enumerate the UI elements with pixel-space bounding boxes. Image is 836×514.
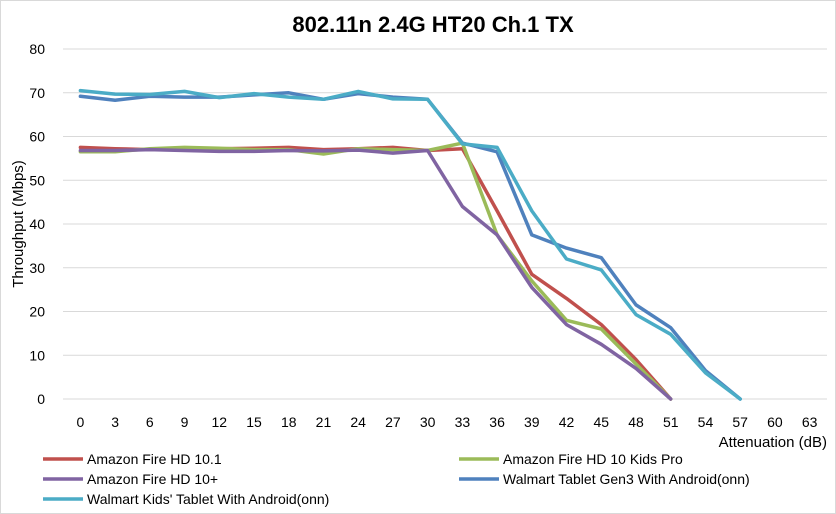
legend-label-2: Amazon Fire HD 10+ [87,471,218,487]
y-axis-title: Throughput (Mbps) [10,160,27,288]
x-tick-label: 42 [559,414,575,430]
series-line-2 [78,147,673,401]
y-tick-label: 80 [29,41,45,57]
x-tick-label: 63 [802,414,818,430]
legend-label-4: Walmart Kids' Tablet With Android(onn) [87,491,329,507]
x-tick-label: 9 [181,414,189,430]
x-tick-label: 39 [524,414,540,430]
y-tick-label: 30 [29,260,45,276]
y-tick-label: 60 [29,129,45,145]
x-tick-label: 54 [698,414,714,430]
x-tick-label: 18 [281,414,297,430]
x-tick-label: 6 [146,414,154,430]
x-tick-label: 51 [663,414,679,430]
series-line-4 [78,88,742,401]
legend-label-0: Amazon Fire HD 10.1 [87,451,222,467]
x-tick-label: 30 [420,414,436,430]
x-tick-labels: 0 3 6 9 12 15 18 21 24 27 30 33 36 39 42 45 48 51 54 57 60 63 [76,414,817,430]
x-tick-label: 27 [385,414,401,430]
x-tick-label: 48 [628,414,644,430]
x-tick-label: 3 [111,414,119,430]
y-tick-label: 70 [29,85,45,101]
chart-title: 802.11n 2.4G HT20 Ch.1 TX [292,12,574,37]
x-axis-title: Attenuation (dB) [719,434,827,451]
x-tick-label: 24 [350,414,366,430]
legend: Amazon Fire HD 10.1 Amazon Fire HD 10 Kid… [43,451,750,507]
x-tick-label: 36 [489,414,505,430]
y-tick-label: 40 [29,216,45,232]
legend-label-1: Amazon Fire HD 10 Kids Pro [503,451,683,467]
x-tick-label: 21 [316,414,332,430]
series-line-1 [78,141,673,401]
x-tick-label: 33 [455,414,471,430]
y-tick-label: 10 [29,347,45,363]
series-line-3 [78,91,742,401]
x-tick-label: 60 [767,414,783,430]
y-tick-label: 20 [29,304,45,320]
x-tick-label: 45 [593,414,609,430]
y-tick-label: 50 [29,172,45,188]
y-tick-label: 0 [37,391,45,407]
x-tick-label: 57 [732,414,748,430]
y-tick-labels: 0 10 20 30 40 50 60 70 80 [29,41,45,407]
x-tick-label: 0 [76,414,84,430]
gridlines [63,48,827,356]
series-line-0 [78,145,673,401]
series-lines [78,88,742,401]
legend-label-3: Walmart Tablet Gen3 With Android(onn) [503,471,750,487]
x-tick-label: 15 [246,414,262,430]
x-tick-label: 12 [211,414,227,430]
